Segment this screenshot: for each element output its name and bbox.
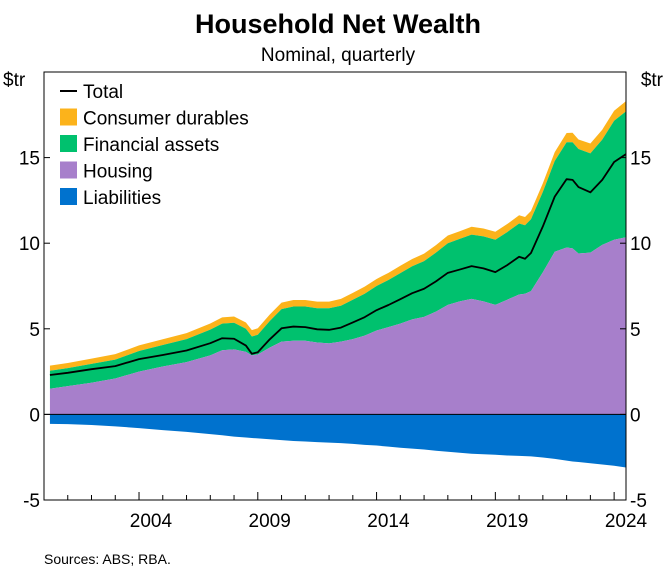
- legend-label: Consumer durables: [83, 109, 249, 130]
- y-tick-label-left: 10: [19, 234, 40, 255]
- y-tick-label-right: 15: [630, 149, 651, 170]
- legend-item-consumer-durables: Consumer durables: [60, 108, 249, 130]
- legend-label: Housing: [83, 162, 153, 183]
- legend-swatch: [60, 108, 77, 126]
- chart-title: Household Net Wealth: [195, 9, 481, 39]
- x-tick-label: 2019: [486, 511, 528, 532]
- legend-item-financial-assets: Financial assets: [60, 135, 219, 156]
- y-tick-label-right: 0: [630, 405, 641, 426]
- legend-swatch: [60, 188, 77, 205]
- area-layer: [49, 101, 627, 468]
- housing-area: [49, 237, 626, 415]
- x-tick-label: 2024: [605, 511, 648, 532]
- legend-label: Financial assets: [83, 135, 219, 156]
- y-tick-label-left: 0: [29, 405, 40, 426]
- y-tick-label-right: 5: [630, 320, 641, 341]
- total-line: [49, 153, 627, 376]
- y-tick-label-right: 10: [630, 234, 651, 255]
- x-tick-label: 2009: [249, 511, 291, 532]
- y-tick-label-right: -5: [630, 491, 647, 512]
- y-unit-left: $tr: [3, 70, 26, 91]
- liabilities-area: [49, 414, 626, 468]
- legend: Total Consumer durables Financial assets Ho…: [60, 82, 249, 209]
- legend-item-housing: Housing: [60, 161, 153, 183]
- legend-label: Total: [83, 82, 123, 103]
- chart-subtitle: Nominal, quarterly: [261, 45, 416, 66]
- plot-frame: [43, 71, 627, 501]
- source-note: Sources: ABS; RBA.: [44, 551, 171, 567]
- legend-item-liabilities: Liabilities: [60, 188, 161, 209]
- x-tick-label: 2014: [367, 511, 410, 532]
- y-tick-label-left: 5: [29, 320, 40, 341]
- legend-swatch: [60, 161, 77, 179]
- y-tick-label-left: -5: [23, 491, 40, 512]
- axis-ticks: -5 -5 0 0 5 5 10 10 15 15 2004 2009 2014 2019 2024: [19, 149, 651, 532]
- y-unit-right: $tr: [641, 70, 664, 91]
- legend-swatch: [60, 135, 77, 152]
- x-tick-label: 2004: [130, 511, 173, 532]
- legend-item-total: Total: [60, 82, 123, 103]
- y-tick-label-left: 15: [19, 149, 40, 170]
- legend-label: Liabilities: [83, 188, 161, 209]
- financial-assets-area: [49, 111, 626, 389]
- plot-border: [43, 71, 627, 501]
